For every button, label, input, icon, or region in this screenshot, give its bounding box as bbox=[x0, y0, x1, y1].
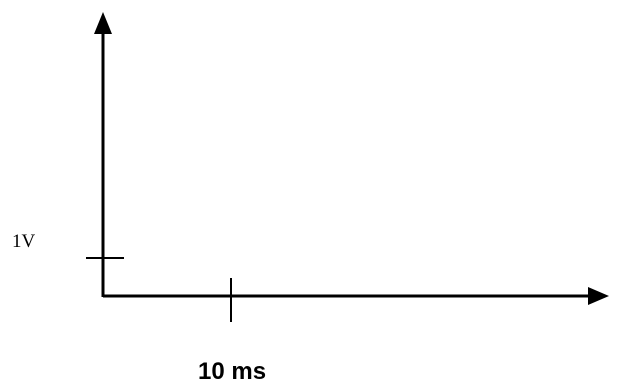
y-tick-label: 1V bbox=[12, 231, 36, 252]
y-axis-arrowhead bbox=[94, 12, 112, 34]
x-axis-arrowhead bbox=[588, 287, 609, 305]
x-tick-label: 10 ms bbox=[198, 358, 267, 385]
